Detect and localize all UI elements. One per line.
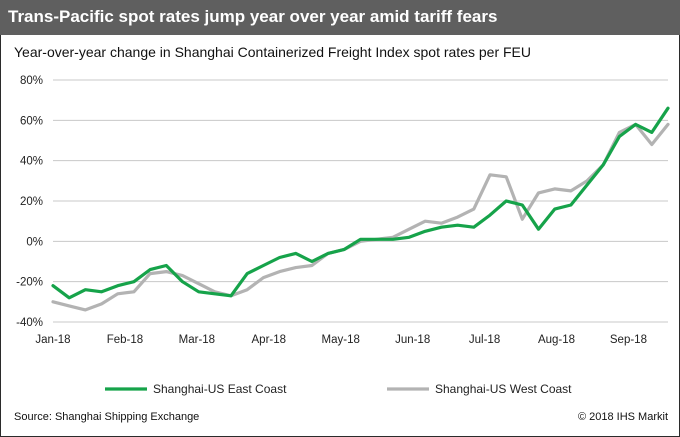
series-line-west-coast bbox=[51, 122, 670, 312]
y-tick-label: 60% bbox=[20, 115, 43, 127]
banner-title: Trans-Pacific spot rates jump year over … bbox=[8, 7, 498, 26]
series-line-east-coast bbox=[51, 106, 670, 300]
legend-label-west-coast: Shanghai-US West Coast bbox=[435, 382, 572, 396]
copyright-note: © 2018 IHS Markit bbox=[577, 411, 668, 423]
x-tick-label: Jan-18 bbox=[35, 334, 70, 346]
y-tick-label: 0% bbox=[26, 236, 43, 248]
source-note: Source: Shanghai Shipping Exchange bbox=[14, 411, 200, 423]
x-tick-label: Feb-18 bbox=[107, 334, 143, 346]
chart-subtitle: Year-over-year change in Shanghai Contai… bbox=[14, 44, 531, 60]
x-tick-label: Apr-18 bbox=[252, 334, 287, 346]
y-tick-label: -20% bbox=[16, 277, 43, 289]
x-tick-label: Aug-18 bbox=[538, 334, 575, 346]
y-tick-label: -40% bbox=[16, 317, 43, 329]
y-tick-label: 40% bbox=[20, 156, 43, 168]
x-tick-label: Mar-18 bbox=[179, 334, 215, 346]
x-tick-label: Sep-18 bbox=[610, 334, 647, 346]
title-banner: Trans-Pacific spot rates jump year over … bbox=[0, 0, 680, 35]
x-tick-label: Jul-18 bbox=[469, 334, 500, 346]
legend-label-east-coast: Shanghai-US East Coast bbox=[153, 382, 287, 396]
x-tick-label: Jun-18 bbox=[395, 334, 430, 346]
y-tick-label: 80% bbox=[20, 75, 43, 87]
x-tick-label: May-18 bbox=[322, 334, 360, 346]
y-tick-label: 20% bbox=[20, 196, 43, 208]
